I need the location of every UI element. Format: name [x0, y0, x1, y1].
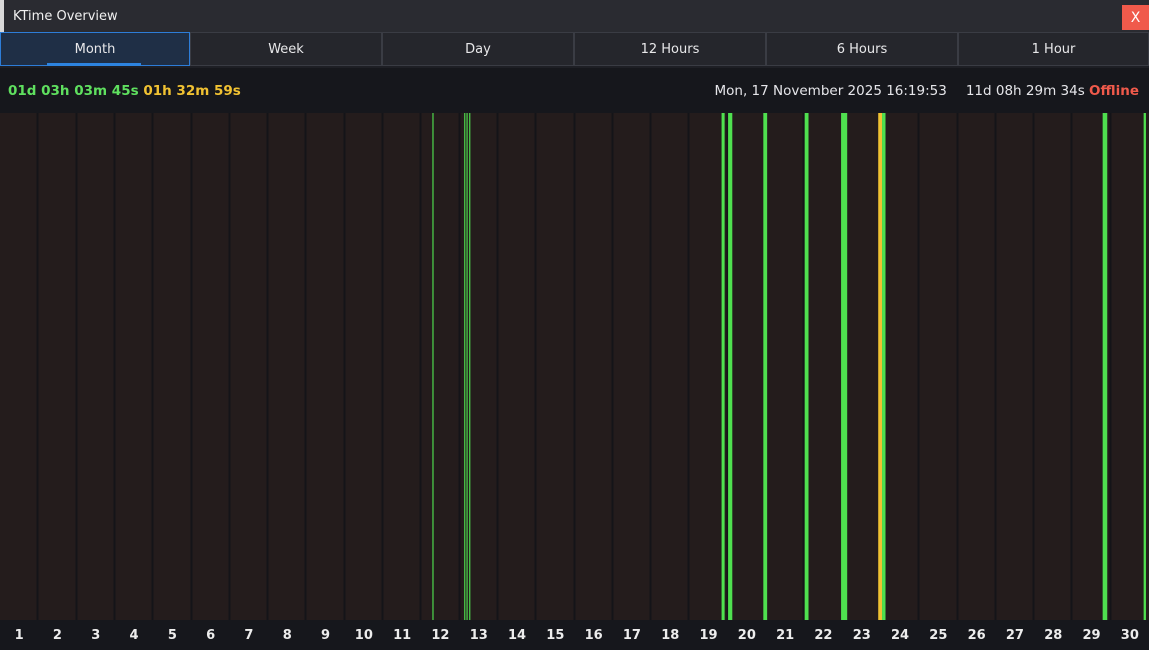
day-tick-label: 16 — [584, 628, 603, 643]
active-segment — [1143, 113, 1146, 620]
tab-day[interactable]: Day — [382, 32, 574, 66]
idle-segment — [878, 113, 883, 620]
day-tick-label: 24 — [891, 628, 910, 643]
day-tick-label: 3 — [91, 628, 101, 643]
current-datetime: Mon, 17 November 2025 16:19:53 — [714, 83, 947, 99]
day-tick-label: 28 — [1044, 628, 1063, 643]
day-tick-label: 23 — [852, 628, 871, 643]
day-tick-label: 29 — [1082, 628, 1101, 643]
day-axis: 1 2 3 4 5 6 7 8 9 10 11 12 13 14 15 16 17 18 19 20 21 22 23 24 2… — [0, 620, 1149, 650]
active-segment — [469, 113, 471, 620]
day-tick-label: 26 — [967, 628, 986, 643]
active-segment — [466, 113, 468, 620]
activity-chart-svg — [36, 113, 1146, 620]
day-tick-label: 27 — [1005, 628, 1024, 643]
day-tick-label: 12 — [431, 628, 450, 643]
day-tick-label: 4 — [129, 628, 139, 643]
idle-time: 01h 32m 59s — [143, 83, 241, 99]
active-segment — [882, 113, 886, 620]
day-tick-label: 25 — [929, 628, 948, 643]
active-time: 01d 03h 03m 45s — [8, 83, 139, 99]
day-tick-label: 10 — [354, 628, 373, 643]
close-button[interactable]: X — [1122, 5, 1149, 30]
activity-chart — [0, 113, 1149, 620]
tab-6-hours[interactable]: 6 Hours — [766, 32, 958, 66]
tab-week[interactable]: Week — [190, 32, 382, 66]
day-tick-label: 22 — [814, 628, 833, 643]
day-tick-label: 19 — [699, 628, 718, 643]
day-tick-label: 17 — [622, 628, 641, 643]
active-segment — [841, 113, 848, 620]
day-tick-label: 1 — [14, 628, 24, 643]
window-title: KTime Overview — [13, 9, 118, 24]
title-bar: KTime Overview X — [0, 0, 1149, 32]
day-tick-label: 14 — [508, 628, 527, 643]
day-tick-label: 21 — [776, 628, 795, 643]
day-tick-label: 6 — [206, 628, 216, 643]
day-tick-label: 8 — [282, 628, 292, 643]
day-tick-label: 7 — [244, 628, 254, 643]
tab-1-hour[interactable]: 1 Hour — [958, 32, 1149, 66]
uptime: 11d 08h 29m 34s — [965, 83, 1085, 99]
active-segment — [464, 113, 466, 620]
active-segment — [1102, 113, 1108, 620]
active-segment — [804, 113, 809, 620]
status-bar: 01d 03h 03m 45s 01h 32m 59s Mon, 17 Nove… — [0, 68, 1149, 113]
day-tick-label: 13 — [469, 628, 488, 643]
active-segment — [432, 113, 434, 620]
connection-status: Offline — [1089, 83, 1139, 99]
day-tick-label: 11 — [393, 628, 412, 643]
active-segment — [721, 113, 725, 620]
day-tick-label: 20 — [737, 628, 756, 643]
day-tick-label: 30 — [1120, 628, 1139, 643]
active-segment — [728, 113, 733, 620]
day-tick-label: 5 — [167, 628, 177, 643]
time-summary: 01d 03h 03m 45s 01h 32m 59s — [8, 83, 241, 99]
tab-month[interactable]: Month — [0, 32, 190, 66]
day-tick-label: 2 — [52, 628, 62, 643]
day-tick-label: 15 — [546, 628, 565, 643]
day-tick-label: 9 — [321, 628, 331, 643]
range-tabs: Month Week Day 12 Hours 6 Hours 1 Hour — [0, 32, 1149, 68]
active-segment — [763, 113, 768, 620]
status-info: Mon, 17 November 2025 16:19:53 11d 08h 2… — [715, 83, 1139, 99]
tab-12-hours[interactable]: 12 Hours — [574, 32, 766, 66]
day-tick-label: 18 — [661, 628, 680, 643]
